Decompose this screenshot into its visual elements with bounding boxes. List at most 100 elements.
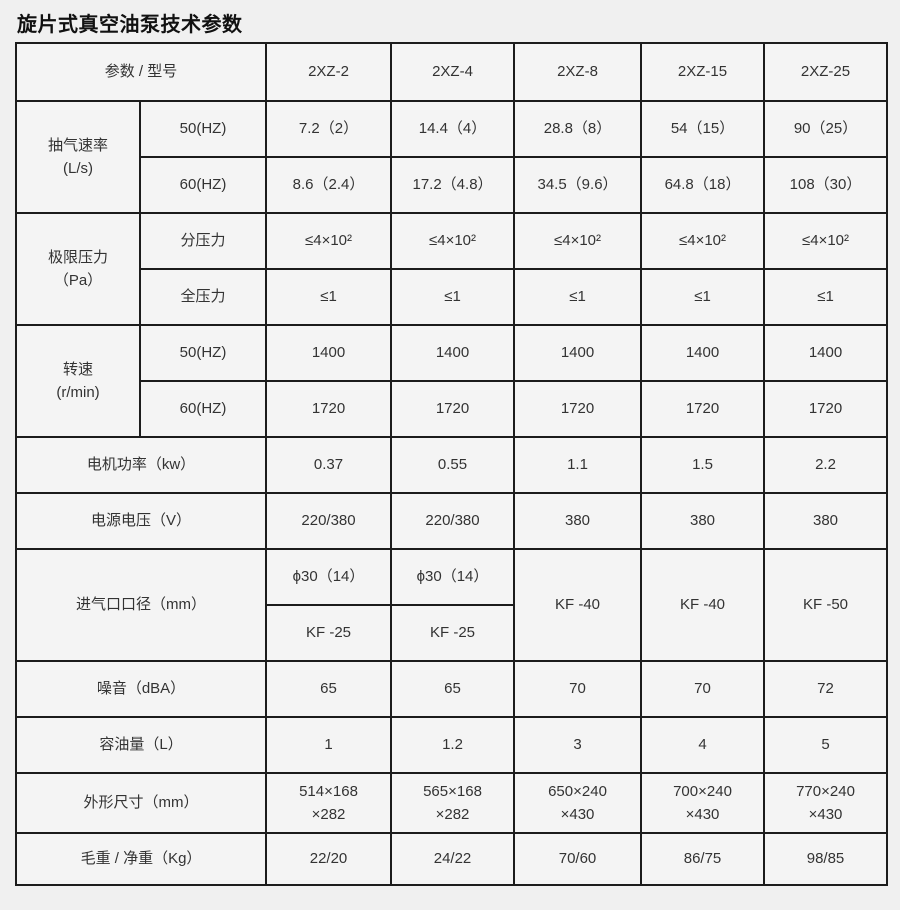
value-cell: KF -40 <box>513 548 643 662</box>
table-row: 电源电压（V） 220/380 220/380 380 380 380 <box>14 492 889 550</box>
value-cell: 3 <box>513 716 643 774</box>
sub-param-label: 50(HZ) <box>138 100 268 158</box>
value-cell: 1.1 <box>513 436 643 494</box>
value-cell: 1.2 <box>390 716 516 774</box>
value-cell: 24/22 <box>390 832 516 886</box>
page-title: 旋片式真空油泵技术参数 <box>17 14 243 36</box>
value-cell: 34.5（9.6） <box>513 156 643 214</box>
value-cell: ≤1 <box>763 268 889 326</box>
table-row: 容油量（L） 1 1.2 3 4 5 <box>14 716 889 774</box>
table-row: 全压力 ≤1 ≤1 ≤1 ≤1 ≤1 <box>16 268 889 326</box>
value-cell: 565×168 ×282 <box>390 772 516 834</box>
param-label: 电机功率（kw） <box>14 436 268 494</box>
value-cell: 54（15） <box>640 100 766 158</box>
value-cell: 22/20 <box>265 832 393 886</box>
value-cell: 1720 <box>390 380 516 438</box>
value-cell: 70 <box>640 660 766 718</box>
table-row: 毛重 / 净重（Kg） 22/20 24/22 70/60 86/75 98/85 <box>14 832 889 886</box>
param-label: 抽气速率 (L/s) <box>15 100 141 214</box>
sub-param-label: 全压力 <box>138 268 268 326</box>
spec-table-body: 参数 / 型号 2XZ-2 2XZ-4 2XZ-8 2XZ-15 2XZ-25 抽气速率 (… <box>14 42 889 886</box>
value-cell: 1720 <box>640 380 766 438</box>
value-cell: 98/85 <box>763 832 889 886</box>
value-cell: ϕ30（14） <box>265 548 393 606</box>
value-cell: 65 <box>390 660 516 718</box>
value-cell: 1400 <box>513 324 643 382</box>
param-label: 极限压力 （Pa） <box>15 212 141 326</box>
table-row: KF -25 KF -25 <box>16 604 887 662</box>
table-row: 外形尺寸（mm） 514×168 ×282 565×168 ×282 650×240 … <box>14 772 889 834</box>
value-cell: ≤1 <box>265 268 393 326</box>
value-cell: 70/60 <box>513 832 643 886</box>
param-label: 进气口口径（mm） <box>14 548 268 662</box>
value-cell: ≤4×10² <box>763 212 889 270</box>
sub-param-label: 60(HZ) <box>138 156 268 214</box>
value-cell: ≤4×10² <box>640 212 766 270</box>
value-cell: 64.8（18） <box>640 156 766 214</box>
value-cell: 65 <box>265 660 393 718</box>
value-cell: 1720 <box>763 380 889 438</box>
value-cell: 770×240 ×430 <box>763 772 889 834</box>
spec-table: 参数 / 型号 2XZ-2 2XZ-4 2XZ-8 2XZ-15 2XZ-25 抽气速率 (… <box>14 42 889 886</box>
value-cell: 4 <box>640 716 766 774</box>
value-cell: 108（30） <box>763 156 889 214</box>
value-cell: 1400 <box>390 324 516 382</box>
value-cell: 0.37 <box>265 436 393 494</box>
sub-param-label: 50(HZ) <box>138 324 268 382</box>
value-cell: 7.2（2） <box>265 100 393 158</box>
value-cell: 14.4（4） <box>390 100 516 158</box>
value-cell: 90（25） <box>763 100 889 158</box>
table-row: 60(HZ) 8.6（2.4） 17.2（4.8） 34.5（9.6） 64.8（18）… <box>16 156 889 214</box>
model-header: 2XZ-8 <box>513 42 643 102</box>
value-cell: 72 <box>763 660 889 718</box>
model-header: 2XZ-15 <box>640 42 766 102</box>
header-row: 参数 / 型号 2XZ-2 2XZ-4 2XZ-8 2XZ-15 2XZ-25 <box>14 42 889 102</box>
value-cell: 8.6（2.4） <box>265 156 393 214</box>
model-header: 2XZ-4 <box>390 42 516 102</box>
table-row: 极限压力 （Pa） 分压力 ≤4×10² ≤4×10² ≤4×10² ≤4×10² ≤4×1… <box>15 212 889 326</box>
value-cell: 1720 <box>513 380 643 438</box>
param-model-header: 参数 / 型号 <box>14 42 268 102</box>
value-cell: ≤4×10² <box>513 212 643 270</box>
value-cell: ≤4×10² <box>390 212 516 270</box>
value-cell: 1720 <box>265 380 393 438</box>
value-cell: 380 <box>763 492 889 550</box>
table-row: 进气口口径（mm） ϕ30（14） ϕ30（14） KF -40 KF -40 KF -5… <box>14 548 889 662</box>
value-cell: 17.2（4.8） <box>390 156 516 214</box>
value-cell: KF -25 <box>265 604 393 662</box>
param-label: 毛重 / 净重（Kg） <box>14 832 268 886</box>
model-header: 2XZ-2 <box>265 42 393 102</box>
value-cell: 1400 <box>763 324 889 382</box>
table-row: 转速 (r/min) 50(HZ) 1400 1400 1400 1400 1400 <box>15 324 889 438</box>
value-cell: ≤1 <box>513 268 643 326</box>
sub-param-label: 分压力 <box>138 212 268 270</box>
value-cell: 220/380 <box>390 492 516 550</box>
value-cell: 1.5 <box>640 436 766 494</box>
value-cell: ≤4×10² <box>265 212 393 270</box>
table-row: 电机功率（kw） 0.37 0.55 1.1 1.5 2.2 <box>14 436 889 494</box>
value-cell: 700×240 ×430 <box>640 772 766 834</box>
table-row: 噪音（dBA） 65 65 70 70 72 <box>14 660 889 718</box>
value-cell: KF -40 <box>640 548 766 662</box>
value-cell: 380 <box>640 492 766 550</box>
value-cell: 70 <box>513 660 643 718</box>
table-row: 抽气速率 (L/s) 50(HZ) 7.2（2） 14.4（4） 28.8（8） 54（1… <box>15 100 889 214</box>
sub-param-label: 60(HZ) <box>138 380 268 438</box>
value-cell: 1400 <box>640 324 766 382</box>
param-label: 转速 (r/min) <box>15 324 141 438</box>
value-cell: 28.8（8） <box>513 100 643 158</box>
value-cell: 0.55 <box>390 436 516 494</box>
value-cell: 2.2 <box>763 436 889 494</box>
value-cell: 380 <box>513 492 643 550</box>
param-label: 电源电压（V） <box>14 492 268 550</box>
model-header: 2XZ-25 <box>763 42 889 102</box>
param-label: 容油量（L） <box>14 716 268 774</box>
value-cell: 514×168 ×282 <box>265 772 393 834</box>
value-cell: ≤1 <box>640 268 766 326</box>
value-cell: 5 <box>763 716 889 774</box>
value-cell: 650×240 ×430 <box>513 772 643 834</box>
value-cell: 220/380 <box>265 492 393 550</box>
param-label: 外形尺寸（mm） <box>14 772 268 834</box>
value-cell: ϕ30（14） <box>390 548 516 606</box>
